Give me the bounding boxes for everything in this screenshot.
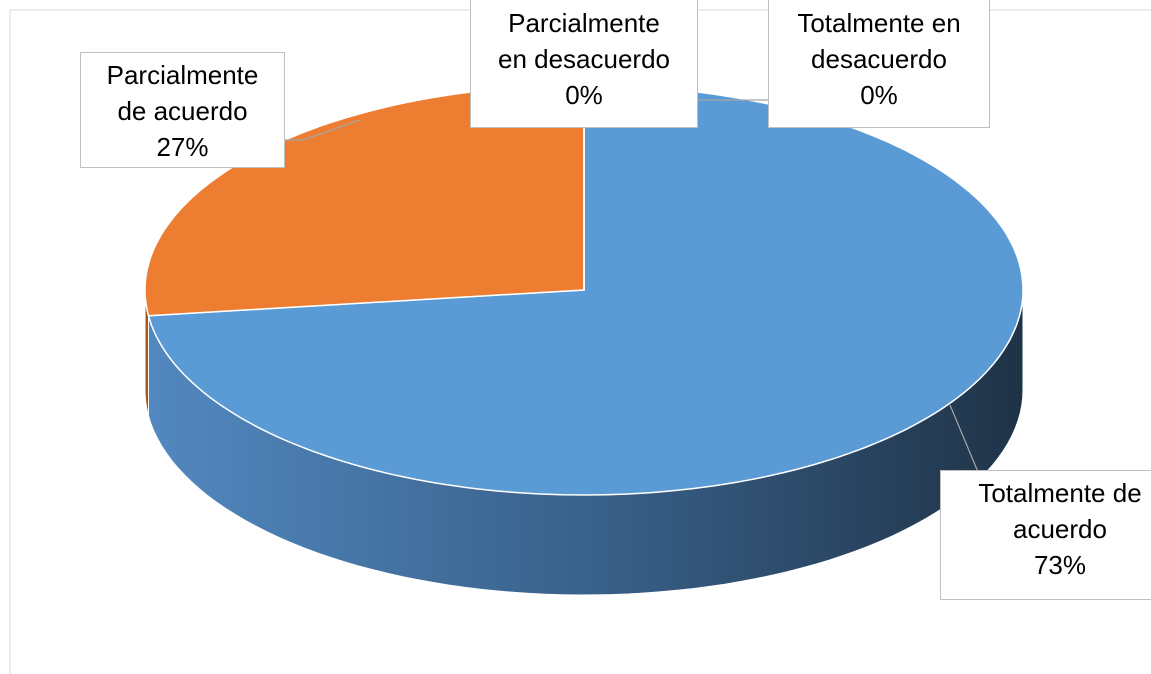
data-label-category: Totalmente de acuerdo [978,478,1142,544]
data-label: Parcialmente de acuerdo 27% [80,52,285,168]
leader-line [285,119,361,141]
data-label: Totalmente de acuerdo 73% [940,470,1151,600]
data-label-value: 73% [1033,550,1087,580]
data-label-value: 27% [156,132,209,162]
slice [147,84,1024,496]
data-label-category: Totalmente en desacuerdo [797,8,961,74]
data-label-category: Parcialmente en desacuerdo [497,8,671,74]
data-label-category: Parcialmente de acuerdo [106,60,259,126]
data-label-value: 0% [565,80,603,110]
data-label-value: 0% [860,80,898,110]
data-label: Parcialmente en desacuerdo 0% [470,0,698,128]
data-label: Totalmente en desacuerdo 0% [768,0,990,128]
